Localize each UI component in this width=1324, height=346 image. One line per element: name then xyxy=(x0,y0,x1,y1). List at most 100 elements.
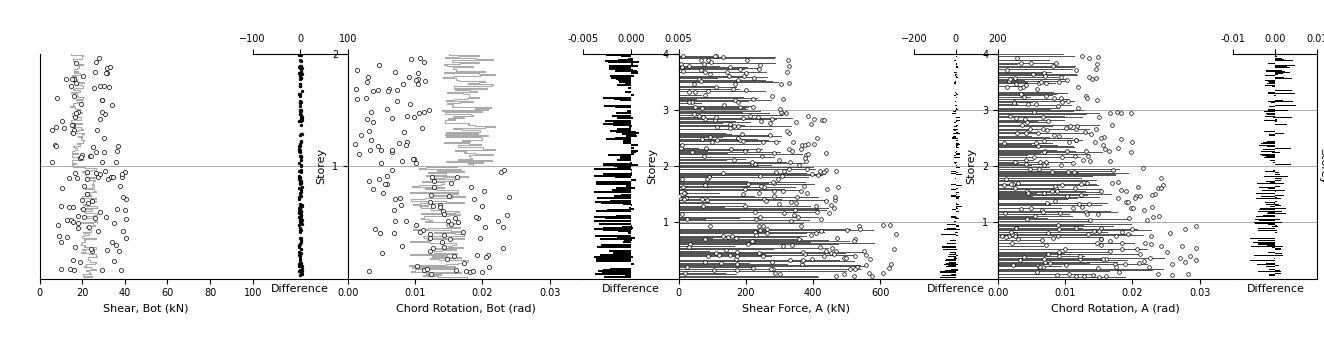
Point xyxy=(1002,231,1023,237)
Bar xyxy=(956,255,957,256)
Bar xyxy=(1275,178,1283,179)
Point xyxy=(817,186,838,192)
Bar xyxy=(625,244,632,246)
Bar xyxy=(1275,72,1280,73)
Bar xyxy=(678,241,786,242)
Point xyxy=(371,148,392,153)
Bar xyxy=(998,176,1092,177)
Point xyxy=(1031,237,1053,242)
Bar xyxy=(943,249,956,250)
Bar xyxy=(998,234,1043,235)
Point xyxy=(291,100,312,105)
Bar xyxy=(678,134,732,135)
Bar xyxy=(632,71,638,73)
Point xyxy=(695,93,716,98)
Bar xyxy=(594,191,632,193)
Bar xyxy=(998,154,1087,155)
Point xyxy=(694,69,715,75)
Bar xyxy=(998,162,1059,163)
Bar xyxy=(1275,90,1292,91)
Bar xyxy=(956,105,957,106)
Bar xyxy=(1260,143,1275,144)
Point xyxy=(692,203,714,208)
Point xyxy=(792,143,813,148)
Point xyxy=(65,80,86,85)
Bar xyxy=(622,66,632,69)
Bar xyxy=(598,223,632,225)
Bar xyxy=(1267,83,1275,84)
Bar xyxy=(956,197,960,198)
Bar xyxy=(998,137,1050,138)
Bar xyxy=(998,151,1041,152)
Point xyxy=(1002,262,1023,267)
Bar xyxy=(1275,59,1284,60)
Point xyxy=(290,181,311,186)
Bar xyxy=(622,140,632,143)
Bar xyxy=(1268,106,1275,107)
Point xyxy=(73,183,94,189)
Point xyxy=(85,216,106,221)
Bar xyxy=(604,173,632,175)
Point xyxy=(696,177,718,182)
Point xyxy=(77,169,98,174)
Bar xyxy=(1275,230,1278,231)
Bar xyxy=(998,230,1115,231)
Bar xyxy=(956,184,960,185)
Point xyxy=(289,230,310,235)
Point xyxy=(289,252,310,258)
Bar xyxy=(998,110,1054,111)
Bar xyxy=(1259,209,1275,210)
Bar xyxy=(678,121,704,122)
Point xyxy=(690,78,711,83)
Bar xyxy=(608,269,632,271)
Bar xyxy=(678,166,759,167)
Point xyxy=(855,262,876,267)
Point xyxy=(57,217,78,223)
Bar xyxy=(1275,67,1290,69)
Point xyxy=(289,174,310,179)
Point xyxy=(101,174,122,179)
Point xyxy=(1013,254,1034,260)
Point xyxy=(685,104,706,110)
Point xyxy=(412,227,433,233)
Point xyxy=(389,140,410,146)
Bar xyxy=(998,133,1079,134)
Bar xyxy=(998,271,1110,272)
Point xyxy=(1152,182,1173,188)
Point xyxy=(1148,185,1169,191)
Bar xyxy=(612,115,632,117)
Bar xyxy=(952,209,956,210)
Bar xyxy=(956,192,959,193)
Point xyxy=(1151,185,1172,191)
Point xyxy=(790,146,812,151)
Bar xyxy=(956,138,957,139)
Point xyxy=(776,70,797,75)
Point xyxy=(44,142,65,147)
Bar xyxy=(1275,198,1280,199)
Point xyxy=(1106,109,1127,115)
Bar xyxy=(956,206,961,207)
Point xyxy=(845,266,866,272)
Point xyxy=(289,195,310,200)
Point xyxy=(290,76,311,82)
Point xyxy=(1045,183,1066,189)
Bar xyxy=(617,166,632,168)
Bar xyxy=(998,157,1039,158)
Bar xyxy=(596,181,632,183)
Bar xyxy=(951,196,956,197)
Bar xyxy=(998,122,1045,123)
Bar xyxy=(678,186,749,187)
Bar xyxy=(998,224,1086,225)
Point xyxy=(748,147,769,152)
Bar xyxy=(1267,141,1275,142)
Point xyxy=(289,71,310,76)
Bar xyxy=(678,126,785,127)
Bar xyxy=(678,103,702,104)
Bar xyxy=(594,168,632,170)
Bar xyxy=(612,189,632,191)
Bar xyxy=(622,133,632,135)
Point xyxy=(396,142,417,148)
Bar xyxy=(998,249,1039,250)
Point xyxy=(691,105,712,110)
Point xyxy=(1112,240,1133,246)
